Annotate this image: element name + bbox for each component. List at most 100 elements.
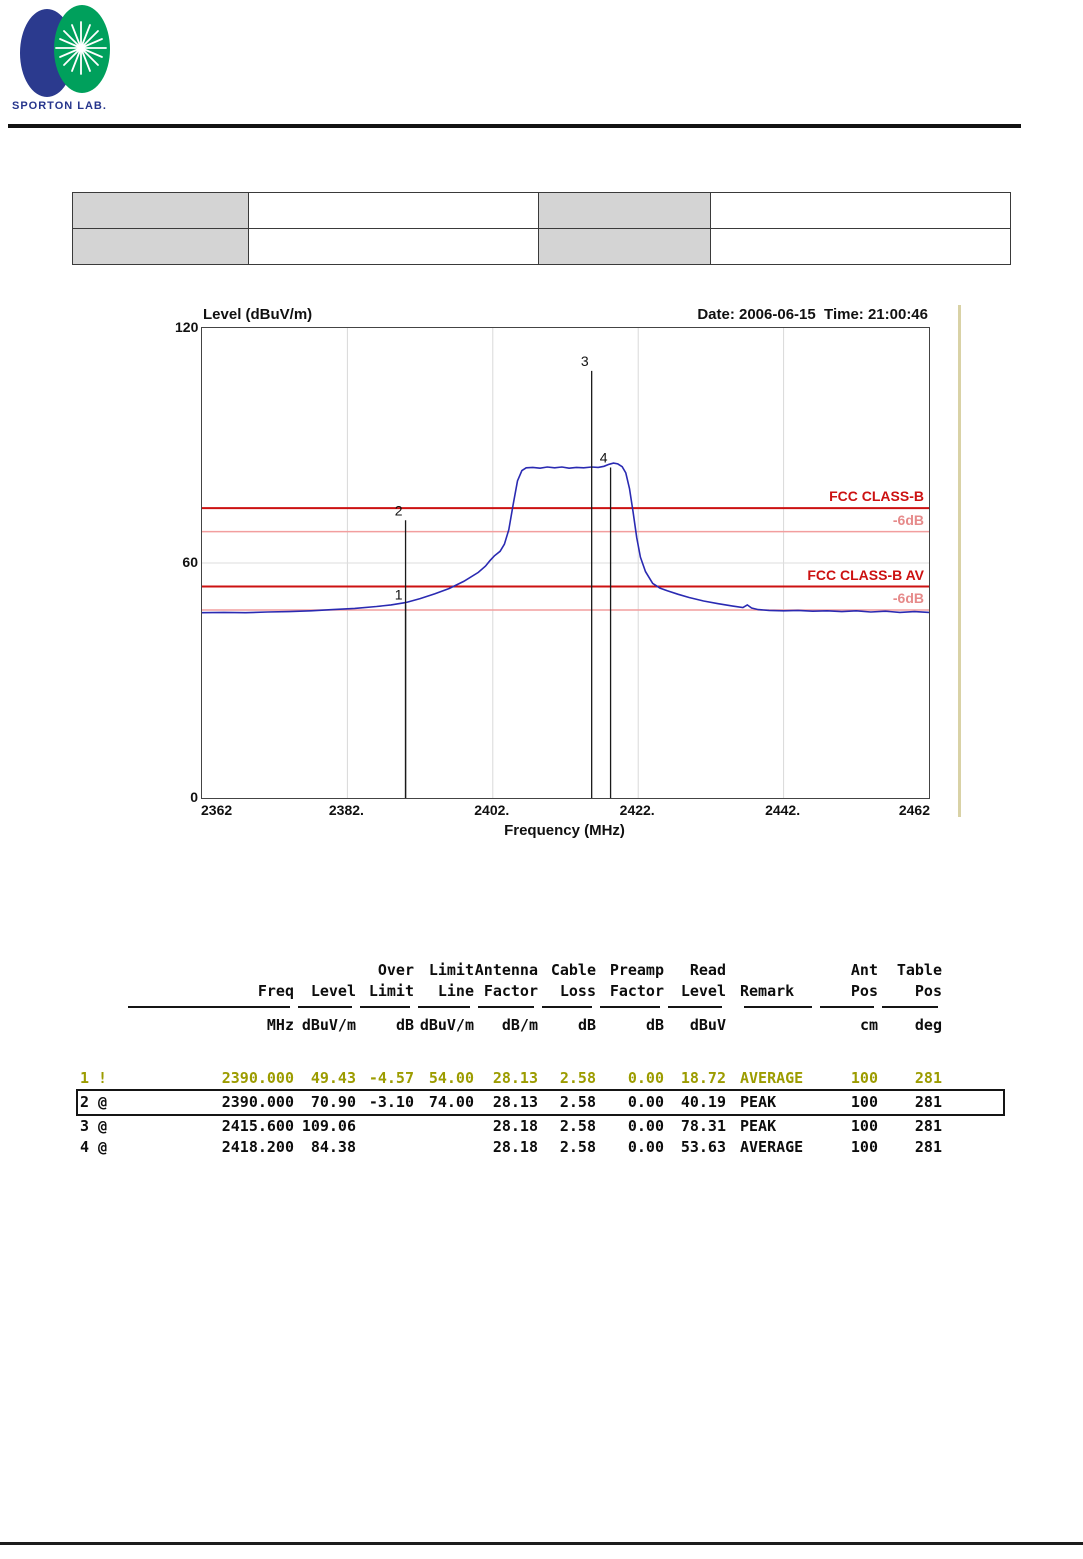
- results-row-3: 3 @ 2415.600 109.06 28.18 2.58 0.00 78.31 PEAK 1…: [80, 1116, 1020, 1137]
- cell: 0.00: [627, 1117, 664, 1135]
- cell: 100: [850, 1069, 878, 1087]
- rule-cell: [356, 1002, 414, 1015]
- info-table: [72, 192, 1011, 265]
- rule-cell: [294, 1002, 356, 1015]
- cell: 2390.000: [221, 1069, 294, 1087]
- y-tick: 120: [175, 319, 199, 335]
- cell: 54.00: [428, 1069, 474, 1087]
- info-label-cell: [539, 193, 711, 229]
- results-row-4: 4 @ 2418.200 84.38 28.18 2.58 0.00 53.63 AVERAG…: [80, 1137, 1020, 1158]
- cell: 53.63: [680, 1138, 726, 1156]
- column-underline: [418, 1006, 470, 1008]
- cell: 281: [914, 1069, 942, 1087]
- rule-cell: [538, 1002, 596, 1015]
- cell: Level: [310, 982, 356, 1000]
- cell: cm: [859, 1016, 878, 1034]
- cell: 4 @: [80, 1138, 108, 1156]
- cell: 18.72: [680, 1069, 726, 1087]
- cell: 28.13: [492, 1093, 538, 1111]
- marker-label: 4: [600, 450, 608, 466]
- cell: 281: [914, 1117, 942, 1135]
- spectrum-chart: Level (dBuV/m) Date: 2006-06-15 Time: 21…: [175, 303, 967, 848]
- cell: Factor: [609, 982, 664, 1000]
- cell: dBuV/m: [419, 1016, 474, 1034]
- cell: 28.18: [492, 1138, 538, 1156]
- cell: deg: [914, 1016, 942, 1034]
- cell: 40.19: [680, 1093, 726, 1111]
- cell: 1 !: [80, 1069, 108, 1087]
- cell: 49.43: [310, 1069, 356, 1087]
- rule-cell: [726, 1002, 816, 1015]
- column-underline: [668, 1006, 722, 1008]
- cell: Level: [680, 982, 726, 1000]
- info-label-cell: [539, 229, 711, 265]
- cell: 28.18: [492, 1117, 538, 1135]
- y-tick: 0: [190, 789, 198, 805]
- x-tick: 2462: [898, 802, 930, 818]
- cell: dBuV/m: [301, 1016, 356, 1034]
- cell: 2415.600: [221, 1117, 294, 1135]
- sporton-logo-icon: [20, 5, 110, 97]
- cell: 2.58: [559, 1138, 596, 1156]
- info-label-cell: [73, 193, 249, 229]
- cell: dBuV: [689, 1016, 726, 1034]
- rule-cell: [816, 1002, 878, 1015]
- cell: Ant: [850, 961, 878, 979]
- column-underline: [820, 1006, 874, 1008]
- results-table: Over Limit Antenna Cable Preamp Read Ant Table F…: [76, 960, 1020, 1158]
- cell: [356, 1137, 414, 1158]
- column-underline: [360, 1006, 410, 1008]
- cell: Antenna: [474, 961, 538, 979]
- x-tick: 2382.: [328, 802, 364, 818]
- cell: 0.00: [627, 1138, 664, 1156]
- spectrum-trace: [202, 462, 929, 614]
- cell: [124, 960, 294, 981]
- cell: 100: [850, 1093, 878, 1111]
- rule-cell: [878, 1002, 942, 1015]
- chart-datetime: Date: 2006-06-15 Time: 21:00:46: [697, 306, 928, 323]
- rule-cell: [124, 1002, 294, 1015]
- cell: 0.00: [627, 1069, 664, 1087]
- cell: Pos: [914, 982, 942, 1000]
- chart-title: Level (dBuV/m): [203, 306, 313, 323]
- results-header-rule: [80, 1002, 1020, 1015]
- footer-rule: [0, 1542, 1083, 1545]
- cell: 109.06: [301, 1117, 356, 1135]
- cell: [80, 960, 124, 981]
- cell: [356, 1116, 414, 1137]
- cell: 70.90: [310, 1093, 356, 1111]
- column-underline: [128, 1006, 290, 1008]
- cell: [294, 960, 356, 981]
- cell: Limit: [428, 961, 474, 979]
- results-units: MHz dBuV/m dB dBuV/m dB/m dB dB dBuV cm deg: [80, 1015, 1020, 1036]
- cell: 281: [914, 1138, 942, 1156]
- cell: [726, 960, 816, 981]
- cell: dB: [395, 1016, 414, 1034]
- header-rule: [8, 124, 1021, 128]
- cell: 3 @: [80, 1117, 108, 1135]
- marker-label: 3: [581, 353, 589, 369]
- results-header-line1: Over Limit Antenna Cable Preamp Read Ant Table: [80, 960, 1020, 981]
- cell: Remark: [740, 982, 795, 1000]
- cell: AVERAGE: [740, 1138, 804, 1156]
- plot-area: 1 2 3 4: [201, 327, 930, 799]
- cell: 100: [850, 1117, 878, 1135]
- spacer: [80, 1036, 1020, 1068]
- info-value-cell: [711, 229, 1011, 265]
- cell: dB: [577, 1016, 596, 1034]
- column-underline: [542, 1006, 592, 1008]
- cell: 78.31: [680, 1117, 726, 1135]
- rule-cell: [664, 1002, 726, 1015]
- cell: 2.58: [559, 1093, 596, 1111]
- cell: Over: [377, 961, 414, 979]
- cell: AVERAGE: [740, 1069, 804, 1087]
- y-tick: 60: [182, 554, 198, 570]
- marker-label: 2: [395, 502, 403, 518]
- cell: dB/m: [501, 1016, 538, 1034]
- cell: Table: [896, 961, 942, 979]
- cell: Pos: [850, 982, 878, 1000]
- x-tick: 2442.: [765, 802, 801, 818]
- cell: PEAK: [740, 1093, 777, 1111]
- results-row-1: 1 ! 2390.000 49.43 -4.57 54.00 28.13 2.58 0.00 1…: [80, 1068, 1020, 1089]
